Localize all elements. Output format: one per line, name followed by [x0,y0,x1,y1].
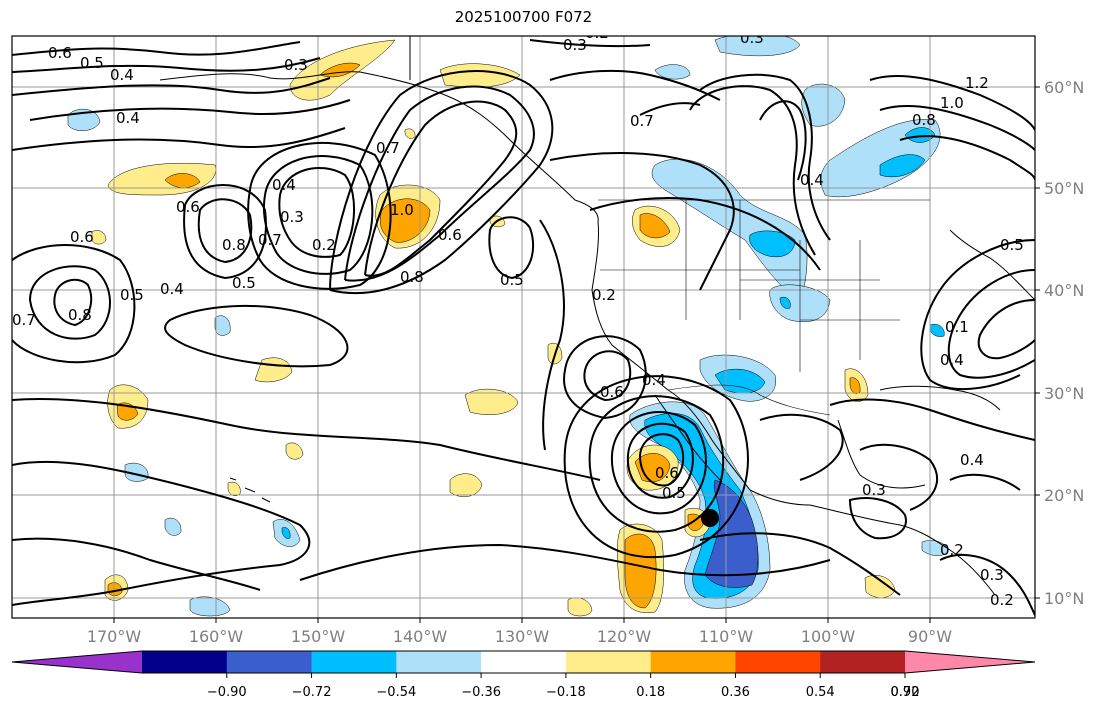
contour-label: 0.5 [500,271,524,289]
contour-label: 0.4 [272,176,296,194]
colorbar-tick-label: −0.18 [546,685,586,700]
contour-label: 0.7 [12,311,36,329]
colorbar-segment [820,651,906,673]
map-frame [11,35,1036,619]
map-background [12,36,1035,618]
contour-label: 0.6 [655,464,679,482]
contour-label: 0.1 [945,318,969,336]
colorbar-segment [735,651,821,673]
colorbar-ticks: −0.90 −0.72 −0.54 −0.36 −0.18 0.18 0.36 0.54 0.7… [207,673,920,700]
lat-label: 30°N [1044,384,1084,403]
contour-label: 0.8 [400,268,424,286]
contour-label: 0.5 [120,286,144,304]
lon-label: 140°W [393,627,448,646]
lon-label: 100°W [801,627,856,646]
lat-label: 50°N [1044,179,1084,198]
lat-label: 60°N [1044,78,1084,97]
colorbar-segment [565,651,652,673]
lon-label: 120°W [597,627,652,646]
contour-label: 0.2 [585,24,609,42]
political-borders [598,199,930,416]
contour-label: 0.4 [160,280,184,298]
colorbar-tick-label: 0.54 [806,685,835,700]
contour-label: 0.6 [70,228,94,246]
contour-label: 0.4 [800,171,824,189]
contour-label: 0.3 [980,566,1004,584]
colorbar-segment [311,651,397,673]
contour-labels: 0.6 0.5 0.4 0.3 0.4 0.6 0.7 0.8 0.5 0.4 … [12,24,1024,609]
colorbar-segment [650,651,736,673]
colorbar-segment [396,651,482,673]
map-gridlines [12,36,1035,618]
contour-label: 0.2 [312,236,336,254]
lon-label: 110°W [699,627,754,646]
contour-label: 0.2 [940,541,964,559]
colorbar-segment [142,651,228,673]
longitude-labels: 170°W 160°W 150°W 140°W 130°W 120°W 110°… [87,627,952,646]
contour-label: 0.2 [990,591,1014,609]
contour-label: 0.7 [258,231,282,249]
contour-label: 0.3 [563,36,587,54]
contour-label: 0.8 [222,236,246,254]
colorbar-tick-label: −0.72 [292,685,332,700]
contour-label: 0.4 [110,66,134,84]
contour-label: 0.8 [68,306,92,324]
contour-label: 0.5 [232,274,256,292]
colorbar-tick-label: 0.18 [636,685,665,700]
contour-label: 1.0 [390,201,414,219]
colorbar-tick-label: 0.90 [891,685,920,700]
contour-label: 0.3 [284,56,308,74]
colorbar-tick-label: −0.90 [207,685,247,700]
contour-label: 0.6 [48,44,72,62]
contour-label: 0.3 [862,481,886,499]
contour-label: 0.6 [600,383,624,401]
contour-label: 1.2 [965,74,989,92]
lon-label: 90°W [908,627,952,646]
lon-label: 160°W [189,627,244,646]
contour-label: 0.4 [116,109,140,127]
lon-label: 170°W [87,627,142,646]
colorbar-tick-label: −0.36 [461,685,501,700]
colorbar-outline [11,650,1036,674]
contour-label: 0.8 [912,111,936,129]
contour-label: 0.6 [438,226,462,244]
axis-ticks [113,86,1040,623]
lat-label: 10°N [1044,589,1084,608]
colorbar-tick-label: −0.54 [376,685,416,700]
contour-label: 0.6 [176,198,200,216]
lat-label: 40°N [1044,281,1084,300]
lon-label: 150°W [291,627,346,646]
colorbar-segments [11,650,1036,674]
latitude-labels: 60°N 50°N 40°N 30°N 20°N 10°N [1044,78,1084,608]
contour-label: 0.3 [740,29,764,47]
colorbar: −0.90 −0.72 −0.54 −0.36 −0.18 0.18 0.36 0.54 0.7… [11,650,1036,700]
contour-label: 0.2 [592,286,616,304]
contour-label: 0.4 [960,451,984,469]
colorbar-tick-label: 0.72 [891,685,920,700]
contour-label: 0.7 [376,139,400,157]
contour-lines [12,39,1035,616]
contour-label: 0.5 [80,54,104,72]
contour-label: 1.0 [940,94,964,112]
colorbar-extend-high [905,651,1035,673]
colorbar-extend-low [12,651,142,673]
contour-label: 0.4 [642,371,666,389]
contour-label: 0.5 [1000,236,1024,254]
anomaly-shading [67,36,949,617]
colorbar-segment [226,651,313,673]
contour-label: 0.4 [940,351,964,369]
lon-label: 130°W [495,627,550,646]
contour-label: 0.5 [662,484,686,502]
contour-label: 0.7 [630,112,654,130]
colorbar-segment [481,651,567,673]
coastlines [159,36,1035,596]
contour-label: 0.3 [280,208,304,226]
map-title: 2025100700 F072 [454,8,593,26]
colorbar-tick-label: 0.36 [721,685,750,700]
storm-center-marker [701,509,719,527]
lat-label: 20°N [1044,486,1084,505]
